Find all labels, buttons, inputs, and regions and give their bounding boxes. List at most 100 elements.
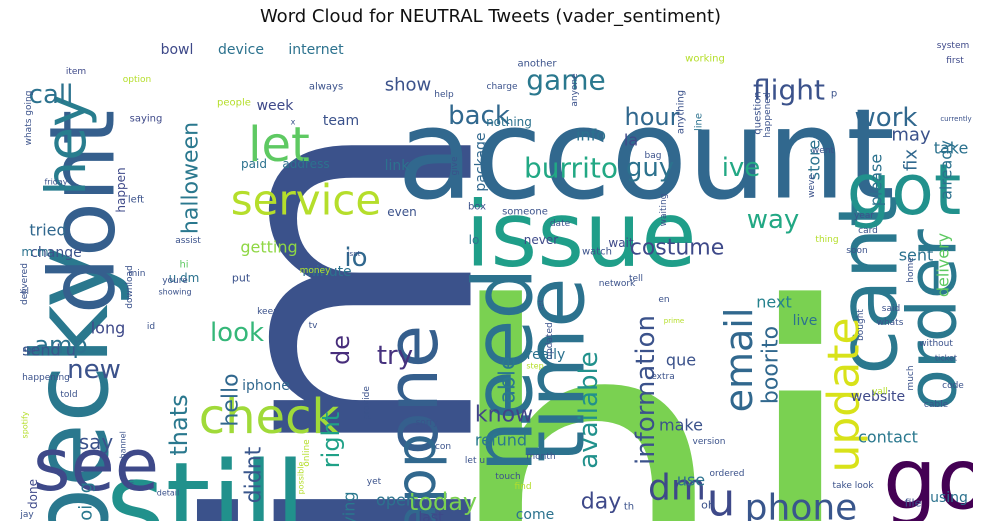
cloud-word-another-109: another (517, 59, 557, 70)
cloud-word-watch-140: watch (582, 247, 612, 258)
cloud-word-network-142: network (599, 279, 636, 289)
cloud-word-date-133: date (550, 219, 571, 229)
cloud-word-address-98: address (282, 157, 329, 171)
cloud-word-la-58: la (624, 131, 638, 150)
cloud-word-email-21: email (717, 308, 761, 413)
cloud-word-flight-26: flight (753, 74, 825, 107)
cloud-word-ticket-149: ticket (935, 354, 957, 363)
cloud-word-help-117: help (434, 90, 454, 100)
cloud-word-touch-182: touch (495, 472, 520, 482)
cloud-word-today-50: today (409, 488, 477, 516)
cloud-word-cable-174: cable (924, 400, 949, 410)
cloud-word-first-112: first (946, 56, 964, 66)
cloud-word-currently-150: currently (940, 115, 971, 123)
cloud-word-oh-186: oh (701, 499, 715, 512)
cloud-word-still-3: still (106, 438, 307, 521)
cloud-word-delivered-151: delivered (20, 263, 30, 305)
cloud-word-long-83: long (91, 319, 126, 338)
cloud-word-know-49: know (475, 403, 533, 428)
cloud-word-cant-8: cant (822, 195, 917, 374)
cloud-word-tried-80: tried (29, 221, 66, 240)
cloud-word-app-16: app (384, 433, 448, 521)
cloud-word-next-59: next (756, 293, 791, 312)
cloud-word-much-177: much (906, 365, 916, 390)
cloud-word-always-108: always (309, 82, 343, 93)
cloud-word-work-32: work (855, 103, 918, 133)
cloud-word-show-56: show (385, 75, 432, 96)
cloud-word-let-20: let (248, 117, 310, 173)
cloud-word-contact-68: contact (858, 428, 918, 447)
cloud-word-yet-183: yet (367, 477, 382, 487)
cloud-word-whats-147: whats (877, 318, 904, 328)
cloud-word-burrito-27: burrito (524, 152, 618, 185)
cloud-word-extra-170: extra (651, 372, 674, 382)
cloud-word-one-14: one (372, 325, 454, 455)
cloud-word-went-129: went (812, 146, 835, 156)
cloud-word-change-81: change (30, 245, 82, 261)
cloud-word-fix-60: fix (901, 149, 922, 171)
cloud-word-en-179: en (658, 295, 669, 305)
cloud-word-need-7: need (457, 268, 552, 473)
cloud-word-prime-178: prime (664, 317, 684, 325)
cloud-word-version-173: version (693, 437, 726, 447)
cloud-word-told-162: told (60, 390, 77, 400)
cloud-word-time-9: time (509, 277, 604, 462)
cloud-word-someone-132: someone (502, 207, 548, 218)
cloud-word-money-155: money (300, 266, 332, 276)
cloud-word-el-160: el (21, 287, 29, 297)
cloud-word-week-86: week (257, 98, 295, 114)
cloud-word-team-87: team (323, 113, 359, 129)
cloud-word-halloween-44: halloween (179, 122, 204, 234)
cloud-word-say-48: say (79, 430, 114, 454)
cloud-word-id-157: id (147, 322, 155, 332)
cloud-word-check-17: check (199, 389, 340, 445)
cloud-word-right-45: right (317, 412, 345, 468)
cloud-word-month-181: month (526, 452, 555, 462)
cloud-word-de-54: de (327, 335, 355, 365)
cloud-word-dm-23: dm (648, 468, 706, 509)
cloud-word-keep-156: keep (257, 307, 279, 317)
cloud-word-put-106: put (232, 272, 251, 285)
cloud-word-th-185: th (624, 502, 634, 513)
cloud-word-hey-15: hey (34, 94, 98, 195)
cloud-word-use-72: use (677, 471, 705, 490)
cloud-word-bought-146: bought (856, 309, 866, 341)
cloud-word-going-55: going (76, 482, 97, 521)
cloud-word-way-36: way (747, 205, 800, 235)
cloud-word-day-51: day (581, 490, 621, 515)
cloud-word-que-76: que (666, 351, 696, 370)
cloud-word-refund-73: refund (475, 431, 527, 450)
cloud-word-send-u-82: send u (22, 341, 76, 360)
cloud-word-store-63: store (805, 140, 824, 180)
cloud-word-wait-102: wait (608, 236, 634, 250)
cloud-word-item-113: item (66, 67, 86, 77)
cloud-word-file-187: file (905, 497, 922, 510)
cloud-word-friday-125: friday (44, 178, 67, 187)
cloud-word-hour-34: hour (625, 103, 680, 131)
cloud-word-package-91: package (473, 132, 489, 191)
cloud-word-go-13: go (883, 431, 973, 522)
cloud-word-find-184: find (514, 482, 531, 492)
cloud-word-home-144: home (906, 257, 916, 283)
cloud-word-device-88: device (218, 42, 264, 58)
cloud-word-without-148: without (919, 339, 953, 349)
cloud-word-bowl-90: bowl (161, 42, 194, 58)
cloud-word-question-120: question (753, 91, 764, 134)
cloud-word-line-123: line (694, 113, 705, 131)
cloud-word-whats-going-124: whats going (24, 91, 34, 146)
cloud-word-delivery-67: delivery (934, 233, 953, 297)
cloud-word-take-65: take (934, 139, 969, 158)
cloud-word-waiting-134: waiting (659, 194, 669, 227)
cloud-word-provide-165: provide (362, 386, 372, 420)
cloud-word-anyone-119: anyone (570, 73, 580, 107)
chart-title: Word Cloud for NEUTRAL Tweets (vader_sen… (259, 6, 722, 27)
cloud-word-trying-70: trying (340, 491, 359, 521)
cloud-word-look-39: look (210, 318, 264, 348)
cloud-word-happening-161: happening (22, 373, 70, 383)
cloud-word-soon-143: soon (846, 246, 867, 256)
cloud-word-detail-192: detail (157, 489, 179, 498)
cloud-word-issue-6: issue (465, 183, 696, 288)
cloud-word-using-92: using (930, 490, 968, 506)
cloud-word-con-171: con (435, 442, 451, 452)
